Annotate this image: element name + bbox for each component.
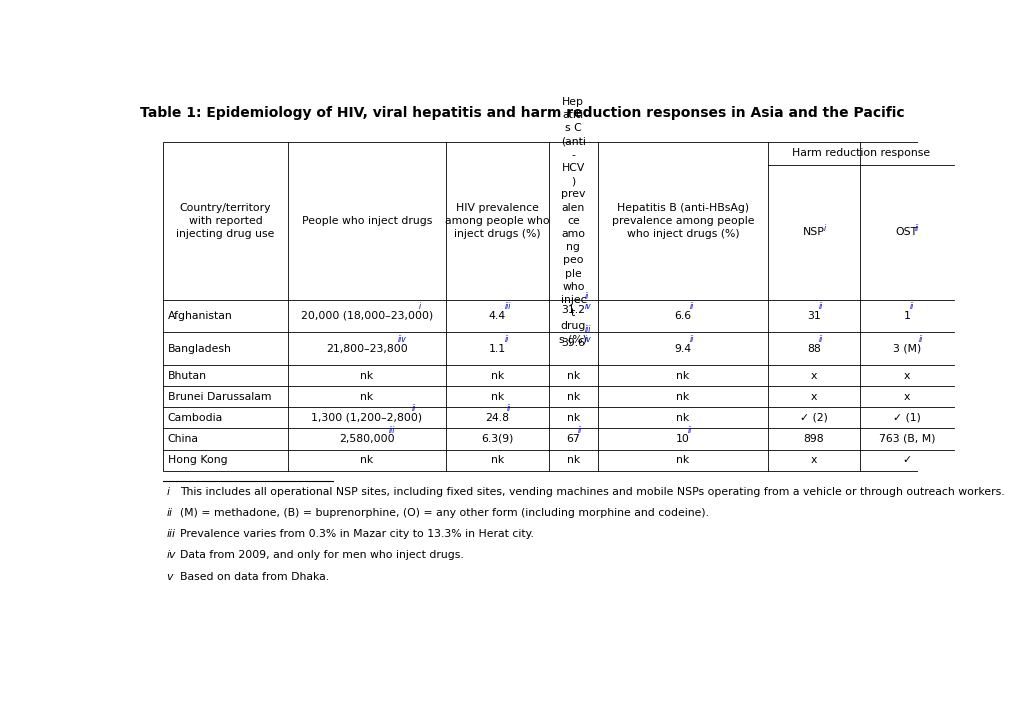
Text: Prevalence varies from 0.3% in Mazar city to 13.3% in Herat city.: Prevalence varies from 0.3% in Mazar cit…: [180, 529, 534, 539]
Text: Table 1: Epidemiology of HIV, viral hepatitis and harm reduction responses in As: Table 1: Epidemiology of HIV, viral hepa…: [141, 106, 904, 120]
Text: 1: 1: [903, 311, 910, 321]
Text: Data from 2009, and only for men who inject drugs.: Data from 2009, and only for men who inj…: [180, 550, 464, 560]
Text: Harm reduction response: Harm reduction response: [791, 148, 929, 158]
Text: 20,000 (18,000–23,000): 20,000 (18,000–23,000): [301, 311, 433, 321]
Text: Hepatitis B (anti-HBsAg)
prevalence among people
who inject drugs (%): Hepatitis B (anti-HBsAg) prevalence amon…: [611, 202, 753, 239]
Text: nk: nk: [490, 392, 503, 402]
Text: nk: nk: [490, 371, 503, 381]
Text: ii: ii: [687, 426, 691, 435]
Text: 9.4: 9.4: [674, 343, 691, 354]
Text: i: i: [822, 223, 824, 233]
Text: Brunei Darussalam: Brunei Darussalam: [168, 392, 271, 402]
Text: Country/territory
with reported
injecting drug use: Country/territory with reported injectin…: [176, 202, 274, 239]
Text: 6.6: 6.6: [674, 311, 691, 321]
Text: iii: iii: [504, 302, 511, 312]
Text: iii
iv: iii iv: [585, 325, 591, 344]
Text: 6.3(9): 6.3(9): [481, 434, 514, 444]
Text: (M) = methadone, (B) = buprenorphine, (O) = any other form (including morphine a: (M) = methadone, (B) = buprenorphine, (O…: [180, 508, 709, 518]
Bar: [163, 142, 953, 471]
Text: ii: ii: [504, 336, 508, 344]
Text: ii: ii: [689, 336, 694, 344]
Text: ii: ii: [689, 302, 694, 312]
Text: nk: nk: [360, 455, 373, 465]
Text: ii: ii: [412, 405, 416, 413]
Text: ✓ (2): ✓ (2): [799, 413, 827, 423]
Text: iii: iii: [388, 426, 394, 435]
Text: 3 (M): 3 (M): [892, 343, 920, 354]
Text: 10: 10: [676, 434, 689, 444]
Text: nk: nk: [490, 455, 503, 465]
Text: ✓: ✓: [902, 455, 911, 465]
Text: ii: ii: [908, 302, 913, 312]
Text: v: v: [166, 572, 172, 582]
Text: NSP: NSP: [802, 228, 824, 238]
Text: x: x: [903, 392, 909, 402]
Text: 88: 88: [806, 343, 820, 354]
Text: Cambodia: Cambodia: [168, 413, 223, 423]
Text: 24.8: 24.8: [485, 413, 508, 423]
Text: China: China: [168, 434, 199, 444]
Text: 2,580,000: 2,580,000: [339, 434, 394, 444]
Text: nk: nk: [676, 371, 689, 381]
Text: nk: nk: [567, 413, 580, 423]
Text: nk: nk: [676, 392, 689, 402]
Text: nk: nk: [567, 392, 580, 402]
Text: 1,300 (1,200–2,800): 1,300 (1,200–2,800): [311, 413, 422, 423]
Text: i: i: [166, 487, 169, 498]
Text: ✓ (1): ✓ (1): [892, 413, 920, 423]
Text: Bhutan: Bhutan: [168, 371, 207, 381]
Text: ii: ii: [578, 426, 582, 435]
Text: 39.6: 39.6: [560, 338, 585, 359]
Text: Hep
atiti
s C
(anti
-
HCV
)
prev
alen
ce
amo
ng
peo
ple
who
injec
t
drug
s (%): Hep atiti s C (anti - HCV ) prev alen ce…: [558, 97, 587, 345]
Text: OST: OST: [895, 228, 917, 238]
Text: x: x: [903, 371, 909, 381]
Text: nk: nk: [567, 371, 580, 381]
Text: Bangladesh: Bangladesh: [168, 343, 231, 354]
Text: 31.2: 31.2: [560, 305, 585, 327]
Text: iiv: iiv: [397, 336, 407, 344]
Text: 4.4: 4.4: [488, 311, 505, 321]
Text: 31: 31: [806, 311, 820, 321]
Text: This includes all operational NSP sites, including fixed sites, vending machines: This includes all operational NSP sites,…: [180, 487, 1004, 498]
Text: 1.1: 1.1: [488, 343, 505, 354]
Text: ii: ii: [818, 302, 822, 312]
Text: ii: ii: [818, 336, 822, 344]
Text: HIV prevalence
among people who
inject drugs (%): HIV prevalence among people who inject d…: [444, 202, 549, 239]
Text: nk: nk: [360, 392, 373, 402]
Text: iii: iii: [166, 529, 175, 539]
Text: nk: nk: [567, 455, 580, 465]
Text: i: i: [419, 302, 421, 312]
Text: ii
iv: ii iv: [585, 292, 591, 312]
Text: People who inject drugs: People who inject drugs: [302, 216, 432, 226]
Text: x: x: [810, 371, 816, 381]
Text: x: x: [810, 455, 816, 465]
Text: ii: ii: [914, 223, 918, 233]
Text: Afghanistan: Afghanistan: [168, 311, 232, 321]
Text: 67: 67: [566, 434, 580, 444]
Text: nk: nk: [360, 371, 373, 381]
Text: 898: 898: [803, 434, 823, 444]
Text: ii: ii: [166, 508, 172, 518]
Text: Hong Kong: Hong Kong: [168, 455, 227, 465]
Text: ii: ii: [918, 336, 922, 344]
Text: iv: iv: [166, 550, 175, 560]
Text: nk: nk: [676, 413, 689, 423]
Text: x: x: [810, 392, 816, 402]
Text: nk: nk: [676, 455, 689, 465]
Text: 21,800–23,800: 21,800–23,800: [326, 343, 408, 354]
Text: 763 (B, M): 763 (B, M): [877, 434, 934, 444]
Text: ii: ii: [506, 405, 511, 413]
Text: Based on data from Dhaka.: Based on data from Dhaka.: [180, 572, 329, 582]
